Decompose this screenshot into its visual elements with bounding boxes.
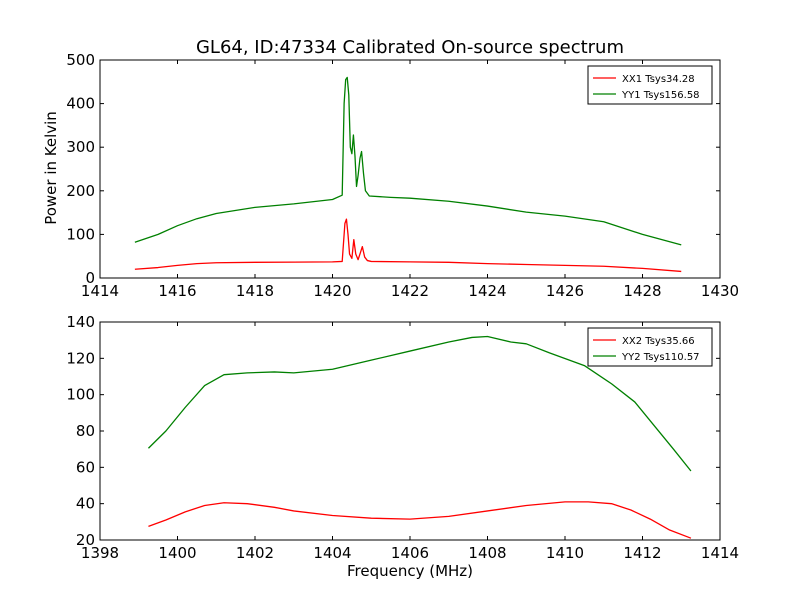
x-tick-label: 1422 — [391, 282, 429, 300]
series-line-xx2 — [148, 501, 692, 539]
y-tick-label: 100 — [66, 225, 95, 243]
y-tick-label: 200 — [66, 182, 95, 200]
x-tick-label: 1426 — [546, 282, 584, 300]
y-tick-label: 60 — [76, 458, 95, 476]
bottom-x-axis-label: Frequency (MHz) — [347, 562, 473, 580]
y-tick-label: 80 — [76, 422, 95, 440]
y-tick-label: 140 — [66, 313, 95, 331]
y-tick-label: 40 — [76, 495, 95, 513]
y-tick-label: 500 — [66, 51, 95, 69]
legend-label: XX2 Tsys35.66 — [622, 336, 695, 347]
x-tick-label: 1402 — [236, 544, 274, 562]
y-tick-label: 100 — [66, 386, 95, 404]
legend-label: YY1 Tsys156.58 — [621, 90, 700, 101]
top-y-axis-label: Power in Kelvin — [42, 111, 60, 225]
y-tick-label: 300 — [66, 138, 95, 156]
y-tick-label: 20 — [76, 531, 95, 549]
y-tick-label: 120 — [66, 349, 95, 367]
legend: XX1 Tsys34.28 YY1 Tsys156.58 — [587, 65, 713, 105]
legend: XX2 Tsys35.66 YY2 Tsys110.57 — [587, 327, 713, 367]
series-line-xx1 — [134, 218, 682, 273]
x-tick-label: 1412 — [623, 544, 661, 562]
legend-label: XX1 Tsys34.28 — [622, 74, 695, 85]
legend-box — [587, 65, 713, 105]
legend-box — [587, 327, 713, 367]
x-tick-label: 1424 — [468, 282, 506, 300]
x-tick-label: 1428 — [623, 282, 661, 300]
x-tick-label: 1414 — [701, 544, 739, 562]
legend-label: YY2 Tsys110.57 — [621, 352, 700, 363]
x-tick-label: 1410 — [546, 544, 584, 562]
x-tick-label: 1418 — [236, 282, 274, 300]
y-tick-label: 0 — [85, 269, 95, 287]
x-tick-label: 1420 — [313, 282, 351, 300]
bottom-spectrum-plot: Frequency (MHz) 1398 1400 1402 1404 1406 1408… — [66, 313, 739, 580]
series-line-yy2 — [147, 335, 692, 472]
x-tick-label: 1406 — [391, 544, 429, 562]
x-tick-label: 1416 — [158, 282, 196, 300]
x-tick-label: 1404 — [313, 544, 351, 562]
x-tick-label: 1398 — [81, 544, 119, 562]
x-tick-label: 1430 — [701, 282, 739, 300]
y-tick-label: 400 — [66, 95, 95, 113]
x-tick-label: 1400 — [158, 544, 196, 562]
top-spectrum-plot: Power in Kelvin 1414 1416 1418 1420 1422 1424… — [42, 51, 739, 300]
chart-title: GL64, ID:47334 Calibrated On-source spec… — [196, 37, 624, 58]
x-tick-label: 1414 — [81, 282, 119, 300]
series-line-yy1 — [134, 76, 682, 246]
x-tick-label: 1408 — [468, 544, 506, 562]
